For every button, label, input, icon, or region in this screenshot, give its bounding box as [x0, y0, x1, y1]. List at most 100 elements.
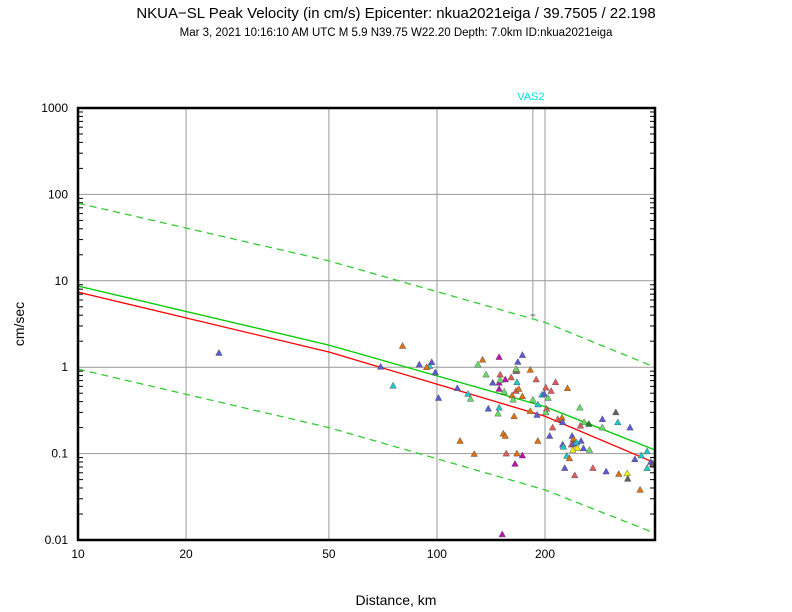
x-tick-label: 10	[71, 547, 85, 561]
data-point	[377, 362, 385, 370]
data-point	[533, 411, 541, 418]
data-point	[423, 363, 431, 370]
data-point	[518, 451, 527, 459]
data-point	[580, 418, 588, 426]
data-point	[526, 366, 534, 373]
data-point	[585, 420, 593, 427]
data-point	[563, 384, 572, 391]
data-point	[571, 471, 579, 479]
data-points	[215, 342, 657, 538]
data-point	[626, 423, 634, 431]
data-point	[398, 342, 407, 349]
data-point	[510, 412, 518, 420]
data-point	[602, 467, 610, 475]
data-point	[495, 353, 503, 360]
data-point	[501, 432, 509, 439]
data-point	[558, 413, 566, 421]
data-point	[624, 474, 632, 482]
data-point	[547, 387, 555, 394]
data-point	[544, 394, 552, 401]
station-label: VAS2	[517, 91, 544, 103]
data-point	[542, 408, 550, 416]
x-tick-label: 50	[322, 547, 336, 561]
y-axis-label: cm/sec	[11, 302, 27, 346]
data-point	[561, 464, 569, 471]
x-tick-label: 200	[535, 547, 555, 561]
data-point	[615, 470, 623, 477]
data-point	[576, 421, 585, 429]
data-point	[484, 404, 492, 412]
data-point	[514, 358, 522, 365]
data-point	[518, 392, 527, 400]
data-point	[482, 370, 490, 378]
data-point	[415, 360, 423, 368]
data-point	[559, 442, 568, 450]
data-point	[598, 423, 607, 431]
data-point	[612, 408, 620, 416]
data-point	[513, 378, 521, 385]
data-point	[526, 407, 534, 414]
data-point	[534, 437, 542, 444]
data-point	[215, 349, 223, 356]
data-point	[532, 375, 540, 383]
y-tick-label: 1000	[41, 101, 68, 115]
data-point	[428, 358, 436, 365]
y-tick-label: 1	[61, 360, 68, 374]
data-point	[579, 444, 588, 452]
mean-prediction-line	[77, 291, 656, 464]
data-point	[598, 415, 607, 422]
data-point	[559, 418, 567, 426]
prediction-lines	[77, 202, 656, 534]
data-point	[589, 464, 597, 471]
data-point	[453, 384, 462, 391]
data-point	[511, 459, 519, 467]
station-marker: VAS2	[517, 91, 545, 318]
data-point	[474, 360, 482, 368]
data-point	[534, 400, 542, 408]
data-point	[623, 469, 631, 477]
data-point	[431, 368, 439, 376]
data-point	[513, 449, 521, 457]
data-point	[573, 444, 581, 451]
gridlines	[78, 108, 655, 540]
data-point	[495, 403, 503, 411]
data-point	[470, 450, 478, 457]
data-point	[489, 378, 497, 386]
data-point	[466, 394, 475, 402]
data-point	[464, 390, 472, 397]
data-point	[631, 455, 639, 462]
data-point	[515, 385, 523, 392]
chart-subtitle: Mar 3, 2021 10:16:10 AM UTC M 5.9 N39.75…	[180, 27, 613, 39]
data-point	[478, 355, 487, 363]
y-tick-label: 0.01	[45, 533, 69, 547]
data-point	[614, 418, 622, 426]
data-point	[434, 394, 443, 401]
data-point	[495, 385, 503, 392]
data-point	[548, 423, 557, 431]
data-point	[529, 395, 537, 403]
x-tick-label: 100	[427, 547, 447, 561]
data-point	[509, 395, 517, 403]
data-point	[501, 375, 509, 383]
data-point	[643, 447, 651, 455]
data-point	[637, 451, 645, 459]
data-point	[507, 373, 515, 381]
x-axis-label: Distance, km	[356, 592, 437, 608]
data-point	[456, 437, 464, 444]
upper-mean-line	[77, 285, 656, 451]
data-point	[540, 390, 548, 397]
chart-title: NKUA−SL Peak Velocity (in cm/s) Epicente…	[136, 5, 655, 22]
y-tick-label: 100	[48, 187, 68, 201]
data-point	[494, 409, 502, 417]
x-tick-label: 20	[179, 547, 193, 561]
data-point	[585, 446, 594, 453]
station-plus-marker	[530, 312, 536, 318]
y-tick-labels: 1000 100 10 1 0.1 0.01	[41, 101, 68, 547]
data-point	[569, 446, 577, 453]
data-point	[518, 351, 527, 358]
x-tick-labels: 10 20 50 100 200	[71, 547, 555, 561]
data-point	[636, 485, 644, 493]
data-point	[389, 381, 397, 389]
data-point	[500, 387, 508, 395]
data-point	[643, 464, 651, 471]
